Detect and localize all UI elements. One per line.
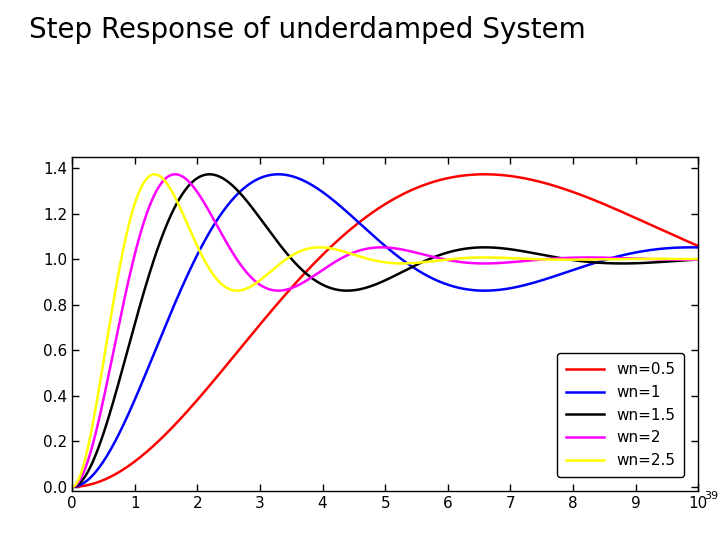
wn=1: [614, 253, 623, 259]
wn=2.5: [68, 484, 76, 490]
wn=2.5: [694, 256, 703, 262]
Line: wn=2: wn=2: [72, 174, 698, 487]
wn=1: [694, 244, 703, 251]
Line: wn=1: wn=1: [72, 174, 698, 487]
Line: wn=2.5: wn=2.5: [72, 174, 698, 487]
Text: 39: 39: [704, 491, 719, 501]
wn=2: [336, 256, 344, 262]
wn=2: [694, 256, 703, 263]
Text: Step Response of underdamped System: Step Response of underdamped System: [29, 16, 585, 44]
wn=1: [68, 484, 76, 490]
wn=1.5: [205, 171, 214, 178]
wn=2: [68, 484, 76, 490]
wn=1.5: [682, 257, 690, 264]
wn=0.5: [139, 451, 148, 458]
wn=0.5: [308, 262, 317, 268]
wn=2.5: [682, 256, 690, 262]
wn=1.5: [614, 260, 623, 267]
wn=0.5: [335, 236, 343, 242]
wn=1.5: [139, 291, 148, 297]
wn=2.5: [614, 256, 623, 262]
wn=2: [176, 172, 185, 179]
wn=2: [614, 255, 623, 261]
wn=0.5: [682, 238, 690, 244]
wn=0.5: [694, 243, 703, 249]
wn=0.5: [68, 484, 76, 490]
wn=1: [336, 202, 344, 208]
wn=2.5: [150, 171, 159, 178]
wn=1: [308, 182, 317, 188]
wn=1: [682, 244, 690, 251]
wn=1: [176, 287, 185, 294]
wn=2: [308, 274, 317, 280]
Legend: wn=0.5, wn=1, wn=1.5, wn=2, wn=2.5: wn=0.5, wn=1, wn=1.5, wn=2, wn=2.5: [557, 353, 685, 477]
Line: wn=1.5: wn=1.5: [72, 174, 698, 487]
wn=1: [139, 376, 148, 382]
wn=0.5: [176, 415, 185, 422]
wn=1: [274, 171, 283, 178]
wn=0.5: [614, 207, 623, 214]
wn=2.5: [308, 245, 317, 251]
wn=1.5: [308, 275, 317, 282]
wn=1.5: [176, 193, 185, 200]
wn=2.5: [336, 247, 344, 254]
wn=1.5: [336, 287, 344, 293]
wn=1.5: [68, 484, 76, 490]
wn=2: [139, 220, 148, 227]
wn=2.5: [139, 180, 148, 186]
wn=2: [171, 171, 179, 178]
wn=2.5: [176, 206, 185, 213]
wn=1.5: [694, 256, 703, 262]
wn=0.5: [480, 171, 489, 178]
wn=2: [682, 256, 690, 263]
Line: wn=0.5: wn=0.5: [72, 174, 698, 487]
